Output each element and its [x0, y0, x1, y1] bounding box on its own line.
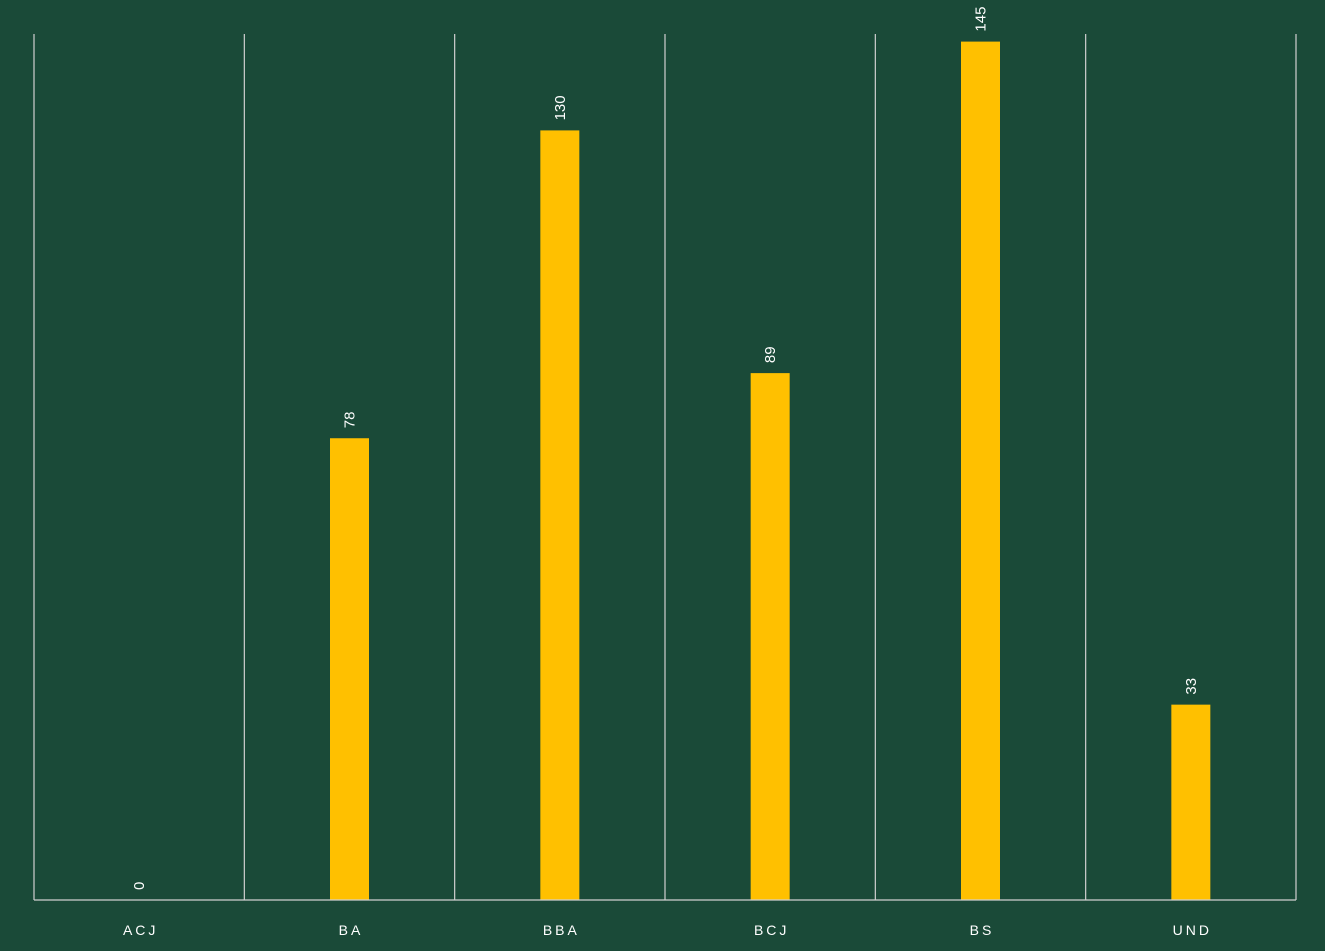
category-labels-group: ACJ BA BBA BCJ BS UND	[123, 922, 1212, 938]
category-dividers	[33, 34, 1297, 900]
value-label-bba: 130	[552, 95, 569, 120]
category-label-und: UND	[1173, 922, 1212, 938]
value-label-ba: 78	[342, 412, 359, 429]
category-label-bba: BBA	[543, 922, 580, 938]
bars-group	[330, 41, 1211, 901]
category-label-ba: BA	[339, 922, 364, 938]
bar-bcj	[750, 373, 790, 900]
bar-ba	[330, 438, 369, 900]
value-label-bs: 145	[973, 7, 990, 32]
category-label-acj: ACJ	[123, 922, 158, 938]
bar-bba	[540, 130, 580, 900]
value-label-bcj: 89	[762, 346, 779, 363]
bar-und	[1171, 704, 1211, 900]
value-label-acj: 0	[131, 882, 148, 890]
bar-bs	[961, 41, 1000, 901]
value-labels-group: 0 78 130 89 145 33	[131, 7, 1200, 890]
value-label-und: 33	[1183, 678, 1200, 695]
category-label-bcj: BCJ	[754, 922, 789, 938]
category-label-bs: BS	[970, 922, 995, 938]
